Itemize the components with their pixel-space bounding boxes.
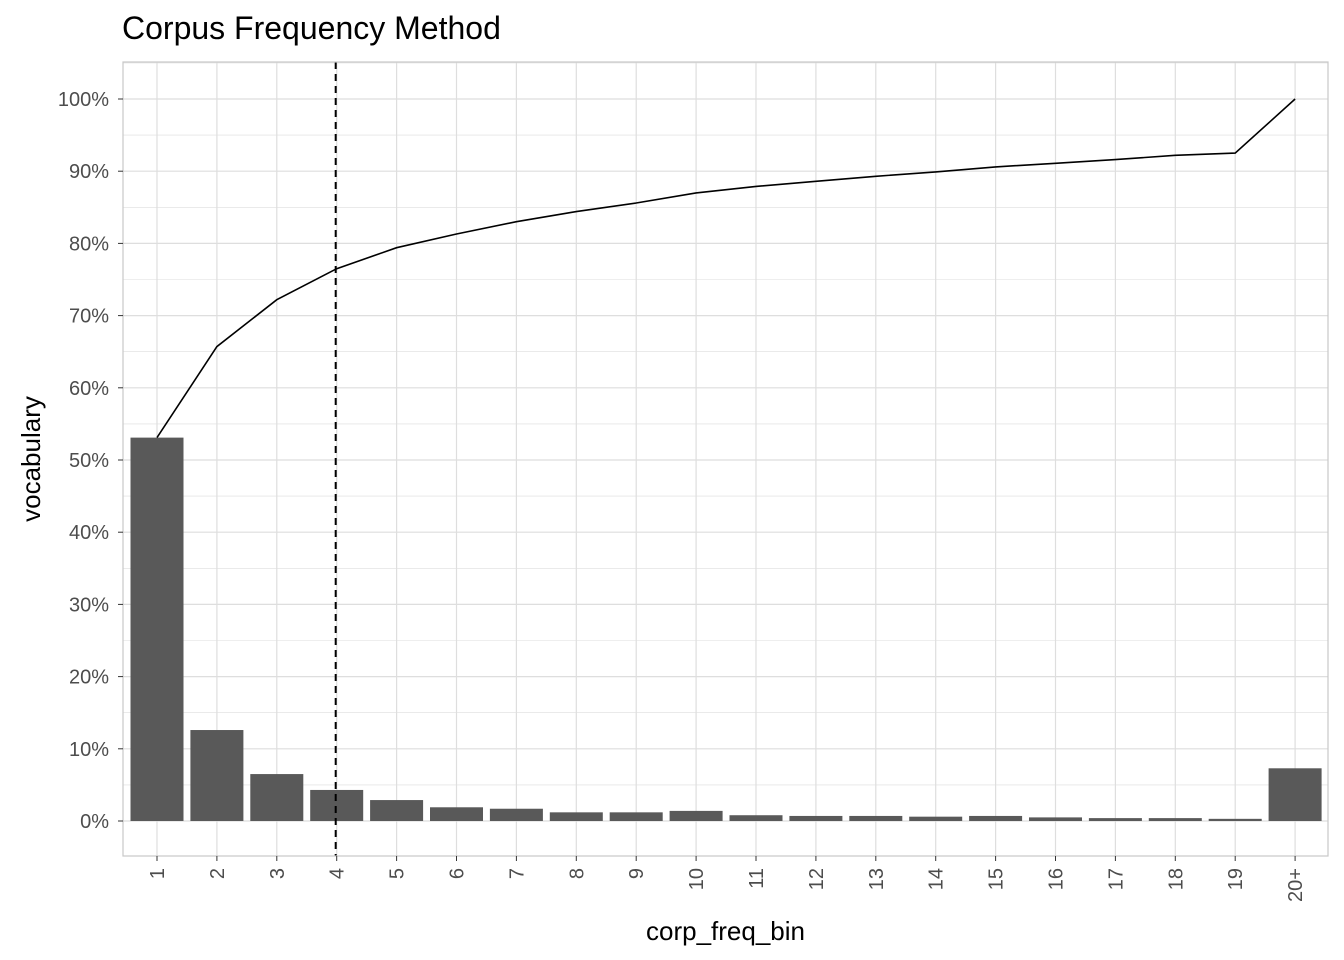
- bar-11: [729, 815, 783, 821]
- bar-10: [669, 810, 723, 821]
- x-tick-label: 5: [387, 868, 409, 879]
- y-tick-label: 50%: [69, 450, 109, 472]
- y-tick-label: 20%: [69, 667, 109, 689]
- y-axis-title: vocabulary: [16, 396, 46, 522]
- y-tick-label: 90%: [69, 161, 109, 183]
- x-axis-title: corp_freq_bin: [646, 916, 805, 946]
- bar-20+: [1268, 768, 1322, 821]
- bar-12: [789, 815, 843, 821]
- x-tick-label: 3: [267, 868, 289, 879]
- y-tick-label: 10%: [69, 739, 109, 761]
- cumulative-line-layer: [156, 98, 1296, 439]
- x-tick-label: 15: [986, 868, 1008, 890]
- y-tick-label: 70%: [69, 306, 109, 328]
- bar-13: [849, 815, 903, 821]
- bars-layer: [130, 437, 1322, 821]
- x-tick-label: 19: [1225, 868, 1247, 890]
- y-tick-label: 40%: [69, 522, 109, 544]
- x-tick-label: 18: [1165, 868, 1187, 890]
- x-tick-label: 16: [1046, 868, 1068, 890]
- grid-layer: [123, 62, 1328, 856]
- bar-6: [430, 807, 483, 821]
- bar-16: [1029, 817, 1082, 821]
- x-tick-label: 11: [746, 868, 768, 889]
- x-tick-label: 8: [566, 868, 588, 879]
- bar-15: [969, 815, 1023, 821]
- x-tick-label: 9: [626, 868, 648, 879]
- x-tick-label: 20+: [1285, 868, 1307, 902]
- bar-19: [1208, 818, 1262, 821]
- bar-1: [130, 437, 184, 821]
- y-tick-label: 100%: [58, 89, 109, 111]
- y-tick-label: 80%: [69, 233, 109, 255]
- x-tick-label: 12: [806, 868, 828, 890]
- x-tick-label: 7: [506, 868, 528, 879]
- bar-7: [489, 808, 543, 821]
- x-axis: 1 2 3 4 5 6 7 8 9 10 11 12 13 14 15 16 17 18 19 20+: [147, 856, 1307, 902]
- bar-5: [370, 800, 424, 821]
- x-tick-label: 4: [327, 868, 349, 879]
- y-axis: 0% 10% 20% 30% 40% 50% 60% 70% 80% 90% 100%: [58, 89, 123, 833]
- y-tick-label: 30%: [69, 594, 109, 616]
- x-tick-label: 13: [866, 868, 888, 890]
- bar-2: [190, 730, 244, 821]
- x-tick-label: 1: [147, 868, 169, 879]
- bar-18: [1148, 818, 1202, 821]
- chart-title: Corpus Frequency Method: [122, 10, 501, 46]
- x-tick-label: 6: [447, 868, 469, 879]
- bar-8: [549, 812, 603, 821]
- bar-14: [909, 816, 963, 821]
- x-tick-label: 17: [1105, 868, 1127, 890]
- cumulative-line: [156, 98, 1296, 439]
- y-tick-label: 60%: [69, 378, 109, 400]
- x-tick-label: 14: [926, 868, 948, 890]
- bar-17: [1088, 818, 1142, 821]
- panel-border: [122, 61, 1329, 857]
- bar-3: [250, 774, 304, 821]
- y-tick-label: 0%: [80, 811, 109, 833]
- bar-9: [609, 812, 663, 821]
- x-tick-label: 10: [686, 868, 708, 890]
- x-tick-label: 2: [207, 868, 229, 879]
